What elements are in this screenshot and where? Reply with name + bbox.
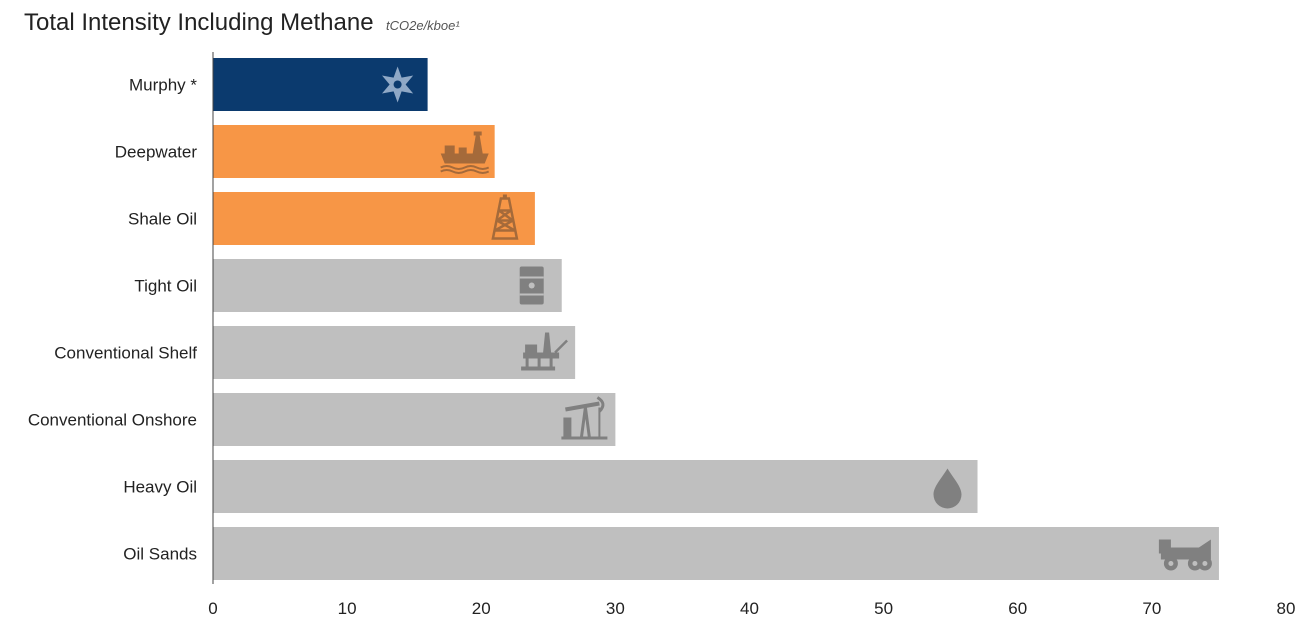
category-label-7: Oil Sands <box>123 545 197 564</box>
bar-4 <box>213 326 576 379</box>
x-tick-label-2: 20 <box>472 599 491 618</box>
icons-layer <box>382 66 1212 571</box>
category-label-6: Heavy Oil <box>123 478 197 497</box>
category-label-3: Tight Oil <box>134 277 197 296</box>
star-icon <box>382 66 414 103</box>
chart-unit-label: tCO2e/kboe¹ <box>386 18 460 33</box>
drop-icon <box>933 468 962 509</box>
mining-truck-icon <box>1158 539 1212 571</box>
bar-5 <box>213 393 616 446</box>
x-tick-label-6: 60 <box>1008 599 1027 618</box>
x-tick-label-8: 80 <box>1277 599 1296 618</box>
category-label-4: Conventional Shelf <box>54 344 197 363</box>
x-tick-label-7: 70 <box>1142 599 1161 618</box>
bar-3 <box>213 259 562 312</box>
pumpjack-icon <box>561 396 608 440</box>
x-tick-label-3: 30 <box>606 599 625 618</box>
x-tick-label-0: 0 <box>208 599 217 618</box>
chart-title: Total Intensity Including Methane tCO2e/… <box>24 9 460 36</box>
x-tick-label-1: 10 <box>338 599 357 618</box>
derrick-icon <box>491 194 519 240</box>
x-tick-label-4: 40 <box>740 599 759 618</box>
category-labels: Murphy * Deepwater Shale Oil Tight Oil Conve… <box>28 76 198 564</box>
x-axis-ticks: 0 10 20 30 40 50 60 70 80 <box>208 599 1295 618</box>
category-label-1: Deepwater <box>115 143 198 162</box>
category-label-0: Murphy * <box>129 76 197 95</box>
bar-6 <box>213 460 978 513</box>
barrel-icon <box>519 266 544 305</box>
offshore-platform-icon <box>521 332 568 371</box>
ship-icon <box>440 131 490 174</box>
category-label-2: Shale Oil <box>128 210 197 229</box>
bar-2 <box>213 192 535 245</box>
bars-layer <box>213 58 1219 580</box>
x-tick-label-5: 50 <box>874 599 893 618</box>
bar-7 <box>213 527 1219 580</box>
chart-title-text: Total Intensity Including Methane <box>24 9 374 36</box>
category-label-5: Conventional Onshore <box>28 411 197 430</box>
